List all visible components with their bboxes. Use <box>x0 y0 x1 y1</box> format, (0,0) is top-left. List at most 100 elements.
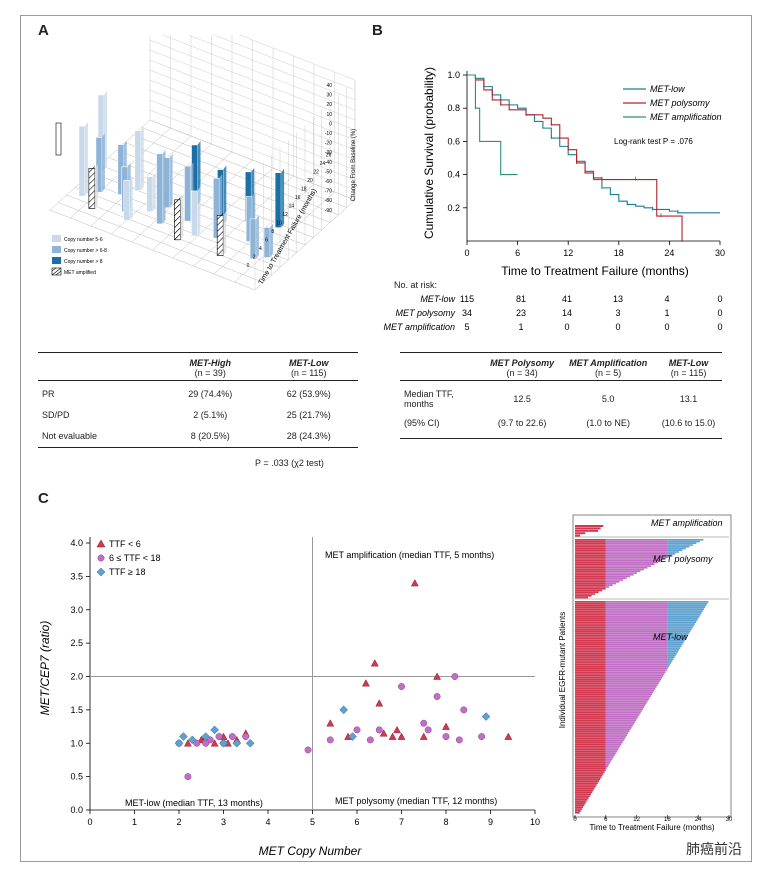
patient-bar <box>667 544 693 546</box>
patient-bar <box>605 667 668 670</box>
patient-bar <box>575 665 606 668</box>
patient-bar <box>667 658 674 661</box>
grid-line <box>213 35 356 91</box>
point-ttf-6-18 <box>478 733 486 741</box>
patient-bar <box>575 671 606 673</box>
x-tick-label: 1 <box>132 817 137 827</box>
patient-bar <box>575 780 599 783</box>
point-ttf-6-18 <box>304 746 312 754</box>
patient-bar <box>605 767 607 770</box>
patient-bar <box>605 547 668 550</box>
x-tick-label: 18 <box>664 817 671 823</box>
point-ttf-ge18 <box>245 738 255 748</box>
patient-bar <box>605 606 668 609</box>
patient-bar <box>605 747 620 749</box>
patient-bar <box>605 554 668 557</box>
patient-bar <box>605 730 630 733</box>
patient-bar <box>575 800 587 803</box>
patient-bar <box>605 630 668 633</box>
patient-bar <box>605 615 668 618</box>
waterfall-bar <box>156 153 163 225</box>
patient-bar <box>575 736 606 738</box>
cell: 25 (21.7%) <box>286 410 331 420</box>
patient-bar <box>667 604 707 607</box>
y-tick-label: 3.0 <box>70 605 83 615</box>
point-ttf-6-18 <box>228 733 236 741</box>
cell: 2 (5.1%) <box>193 410 228 420</box>
z-tick-label: -50 <box>325 169 332 175</box>
z-tick-label: 0 <box>329 121 332 127</box>
patient-bar <box>667 632 690 635</box>
point-ttf-6-18 <box>424 726 432 734</box>
x-tick-label: 2 <box>253 255 256 261</box>
patient-bar <box>575 776 602 779</box>
patient-bar <box>575 723 606 725</box>
patient-bar <box>605 628 668 631</box>
grid-line <box>149 69 356 151</box>
patient-bar <box>605 665 668 668</box>
patient-bar <box>667 638 686 640</box>
patient-bar <box>575 602 606 605</box>
waterfall-grid <box>49 35 356 291</box>
patient-bar <box>605 712 641 714</box>
patient-bar <box>605 675 664 677</box>
patient-bar <box>575 782 598 784</box>
patient-bar <box>605 650 668 653</box>
z-tick-label: -10 <box>325 131 332 137</box>
x-tick-label: 3 <box>221 817 226 827</box>
patient-bar <box>575 700 606 703</box>
patient-bar <box>605 602 668 605</box>
patient-bar <box>605 658 668 661</box>
patient-bar <box>605 689 655 692</box>
cell: 13.1 <box>679 394 698 404</box>
point-ttf-lt6 <box>504 732 513 740</box>
waterfall-legend: Copy number 5-6 Copy number > 6-8 Copy n… <box>51 235 107 276</box>
patient-bar <box>605 610 668 612</box>
hatch-line <box>88 196 96 203</box>
z-tick-label: 30 <box>326 93 332 99</box>
patient-bar <box>605 765 608 768</box>
cell: 5.0 <box>601 394 615 404</box>
y-tick-label: 2.5 <box>70 638 83 648</box>
patient-bar <box>575 686 606 688</box>
patient-bar <box>605 645 668 648</box>
patient-bar <box>575 730 606 733</box>
patient-bar <box>575 750 606 753</box>
patient-bar <box>667 660 673 662</box>
waterfall-bar <box>274 172 282 229</box>
grid-line <box>149 109 356 191</box>
patient-bar <box>575 767 606 770</box>
patient-bar <box>605 700 648 703</box>
risk-value: 41 <box>562 294 572 304</box>
patient-bar <box>667 621 697 624</box>
patient-bar <box>605 625 668 627</box>
patient-bar <box>575 706 606 709</box>
point-ttf-6-18 <box>184 773 192 781</box>
patient-bar <box>605 549 668 552</box>
risk-value: 1 <box>518 322 523 332</box>
patient-bar <box>605 713 640 716</box>
response-table: MET-High (n = 39) MET-Low (n = 115) PR 29 (… <box>38 356 358 448</box>
patient-bar <box>575 645 606 648</box>
patient-bar <box>575 546 606 548</box>
patient-bar <box>605 560 662 562</box>
patient-bar <box>605 577 627 580</box>
patient-bar <box>575 765 606 768</box>
point-ttf-ge18 <box>174 738 184 748</box>
patient-bar <box>605 687 656 690</box>
patient-bar <box>575 675 606 677</box>
patient-bar <box>575 525 604 527</box>
patient-bar <box>575 667 606 670</box>
patient-bar <box>605 752 616 755</box>
patient-bar <box>575 739 606 742</box>
patient-bar <box>605 663 668 666</box>
patient-bar <box>575 608 606 611</box>
patient-bar <box>605 702 647 705</box>
waterfall-bar-side <box>223 165 227 225</box>
point-ttf-6-18 <box>460 706 468 714</box>
x-tick-label: 10 <box>530 817 540 827</box>
patient-bar <box>575 773 604 775</box>
point-ttf-lt6 <box>433 672 442 680</box>
patient-bar <box>575 623 606 625</box>
row-label: SD/PD <box>42 410 70 420</box>
